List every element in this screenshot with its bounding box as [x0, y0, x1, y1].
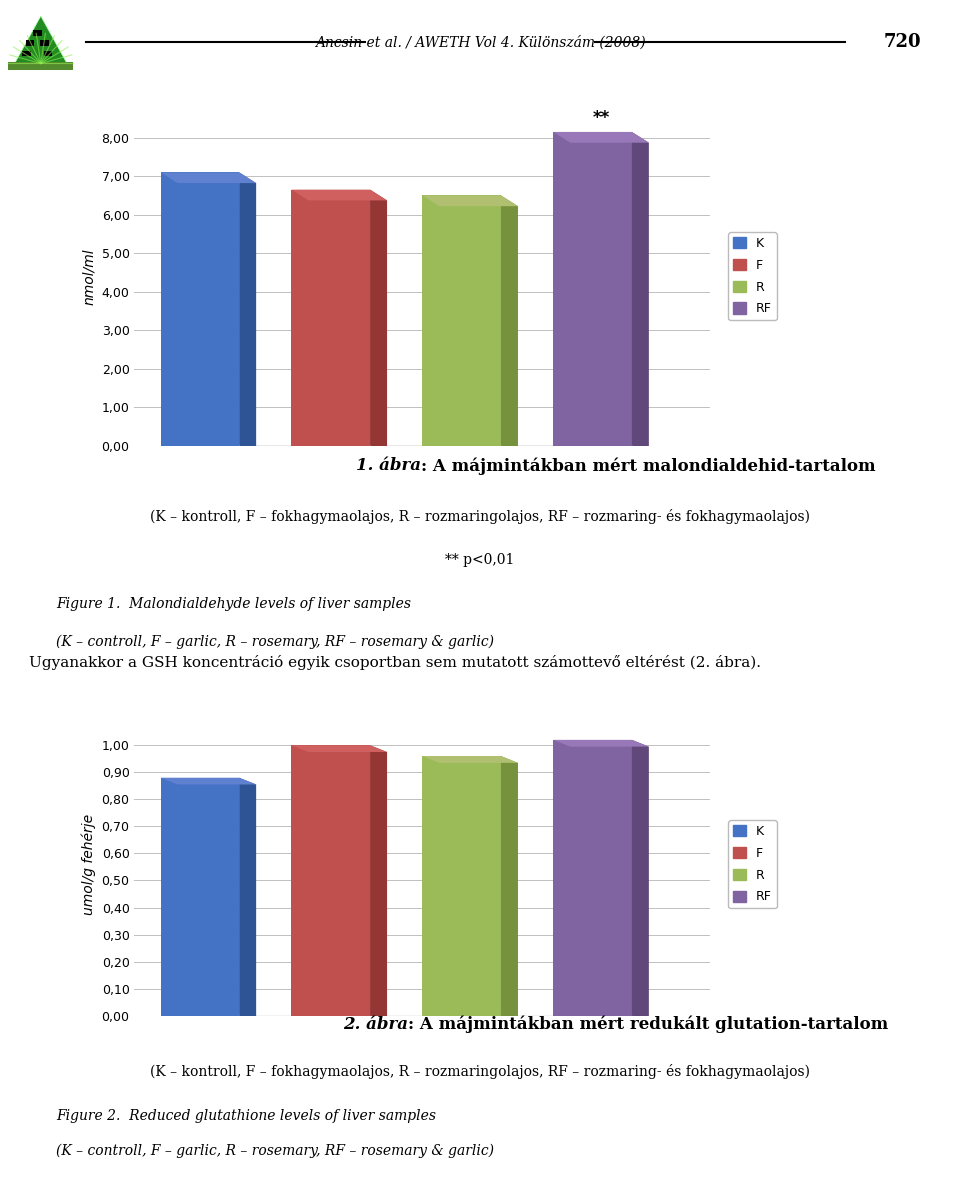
Polygon shape: [12, 17, 69, 68]
Polygon shape: [292, 745, 387, 752]
Text: Ugyanakkor a GSH koncentráció egyik csoportban sem mutatott számottevő eltérést : Ugyanakkor a GSH koncentráció egyik csop…: [29, 655, 760, 670]
Bar: [292, 745, 370, 1016]
Legend: K, F, R, RF: K, F, R, RF: [729, 232, 777, 321]
Y-axis label: umol/g fehérje: umol/g fehérje: [82, 814, 96, 915]
Text: (K – controll, F – garlic, R – rosemary, RF – rosemary & garlic): (K – controll, F – garlic, R – rosemary,…: [56, 1143, 493, 1157]
Polygon shape: [632, 740, 649, 1023]
Bar: [160, 778, 239, 1016]
Polygon shape: [370, 745, 387, 1023]
Text: : A májmintákban mért malondialdehid-tartalom: : A májmintákban mért malondialdehid-tar…: [421, 457, 876, 475]
Polygon shape: [160, 446, 649, 456]
Text: Figure 1.  Malondialdehyde levels of liver samples: Figure 1. Malondialdehyde levels of live…: [56, 598, 411, 612]
Polygon shape: [501, 756, 518, 1023]
Bar: [553, 132, 632, 446]
Bar: [422, 195, 501, 446]
Text: Ancsin et al. / AWETH Vol 4. Különszám (2008): Ancsin et al. / AWETH Vol 4. Különszám (…: [315, 36, 645, 50]
Text: : A májmintákban mért redukált glutation-tartalom: : A májmintákban mért redukált glutation…: [408, 1016, 888, 1034]
Text: 1. ábra: 1. ábra: [356, 457, 421, 474]
Polygon shape: [632, 132, 649, 456]
Text: (K – kontroll, F – fokhagymaolajos, R – rozmaringolajos, RF – rozmaring- és fokh: (K – kontroll, F – fokhagymaolajos, R – …: [150, 508, 810, 524]
Text: ** p<0,01: ** p<0,01: [445, 554, 515, 567]
Text: **: **: [592, 109, 610, 127]
Polygon shape: [370, 190, 387, 456]
Text: 2. ábra: 2. ábra: [343, 1016, 408, 1032]
Text: (K – controll, F – garlic, R – rosemary, RF – rosemary & garlic): (K – controll, F – garlic, R – rosemary,…: [56, 634, 493, 649]
Legend: K, F, R, RF: K, F, R, RF: [729, 820, 777, 909]
Bar: [40, 40, 49, 46]
Polygon shape: [553, 132, 649, 143]
Bar: [422, 756, 501, 1016]
Polygon shape: [292, 190, 387, 201]
Polygon shape: [239, 778, 256, 1023]
Bar: [44, 51, 52, 56]
Bar: [22, 51, 31, 56]
Polygon shape: [160, 172, 256, 183]
Polygon shape: [160, 1016, 649, 1023]
Bar: [33, 31, 41, 36]
Polygon shape: [239, 172, 256, 456]
Bar: [553, 740, 632, 1016]
Polygon shape: [501, 195, 518, 456]
Bar: [9, 62, 73, 70]
Text: 720: 720: [884, 33, 922, 51]
Polygon shape: [160, 778, 256, 784]
Bar: [26, 40, 35, 46]
Y-axis label: nmol/ml: nmol/ml: [82, 248, 96, 304]
Bar: [160, 172, 239, 446]
Polygon shape: [553, 740, 649, 746]
Polygon shape: [422, 756, 518, 763]
Bar: [292, 190, 370, 446]
Polygon shape: [422, 195, 518, 207]
Text: (K – kontroll, F – fokhagymaolajos, R – rozmaringolajos, RF – rozmaring- és fokh: (K – kontroll, F – fokhagymaolajos, R – …: [150, 1064, 810, 1079]
Text: Figure 2.  Reduced glutathione levels of liver samples: Figure 2. Reduced glutathione levels of …: [56, 1108, 436, 1123]
